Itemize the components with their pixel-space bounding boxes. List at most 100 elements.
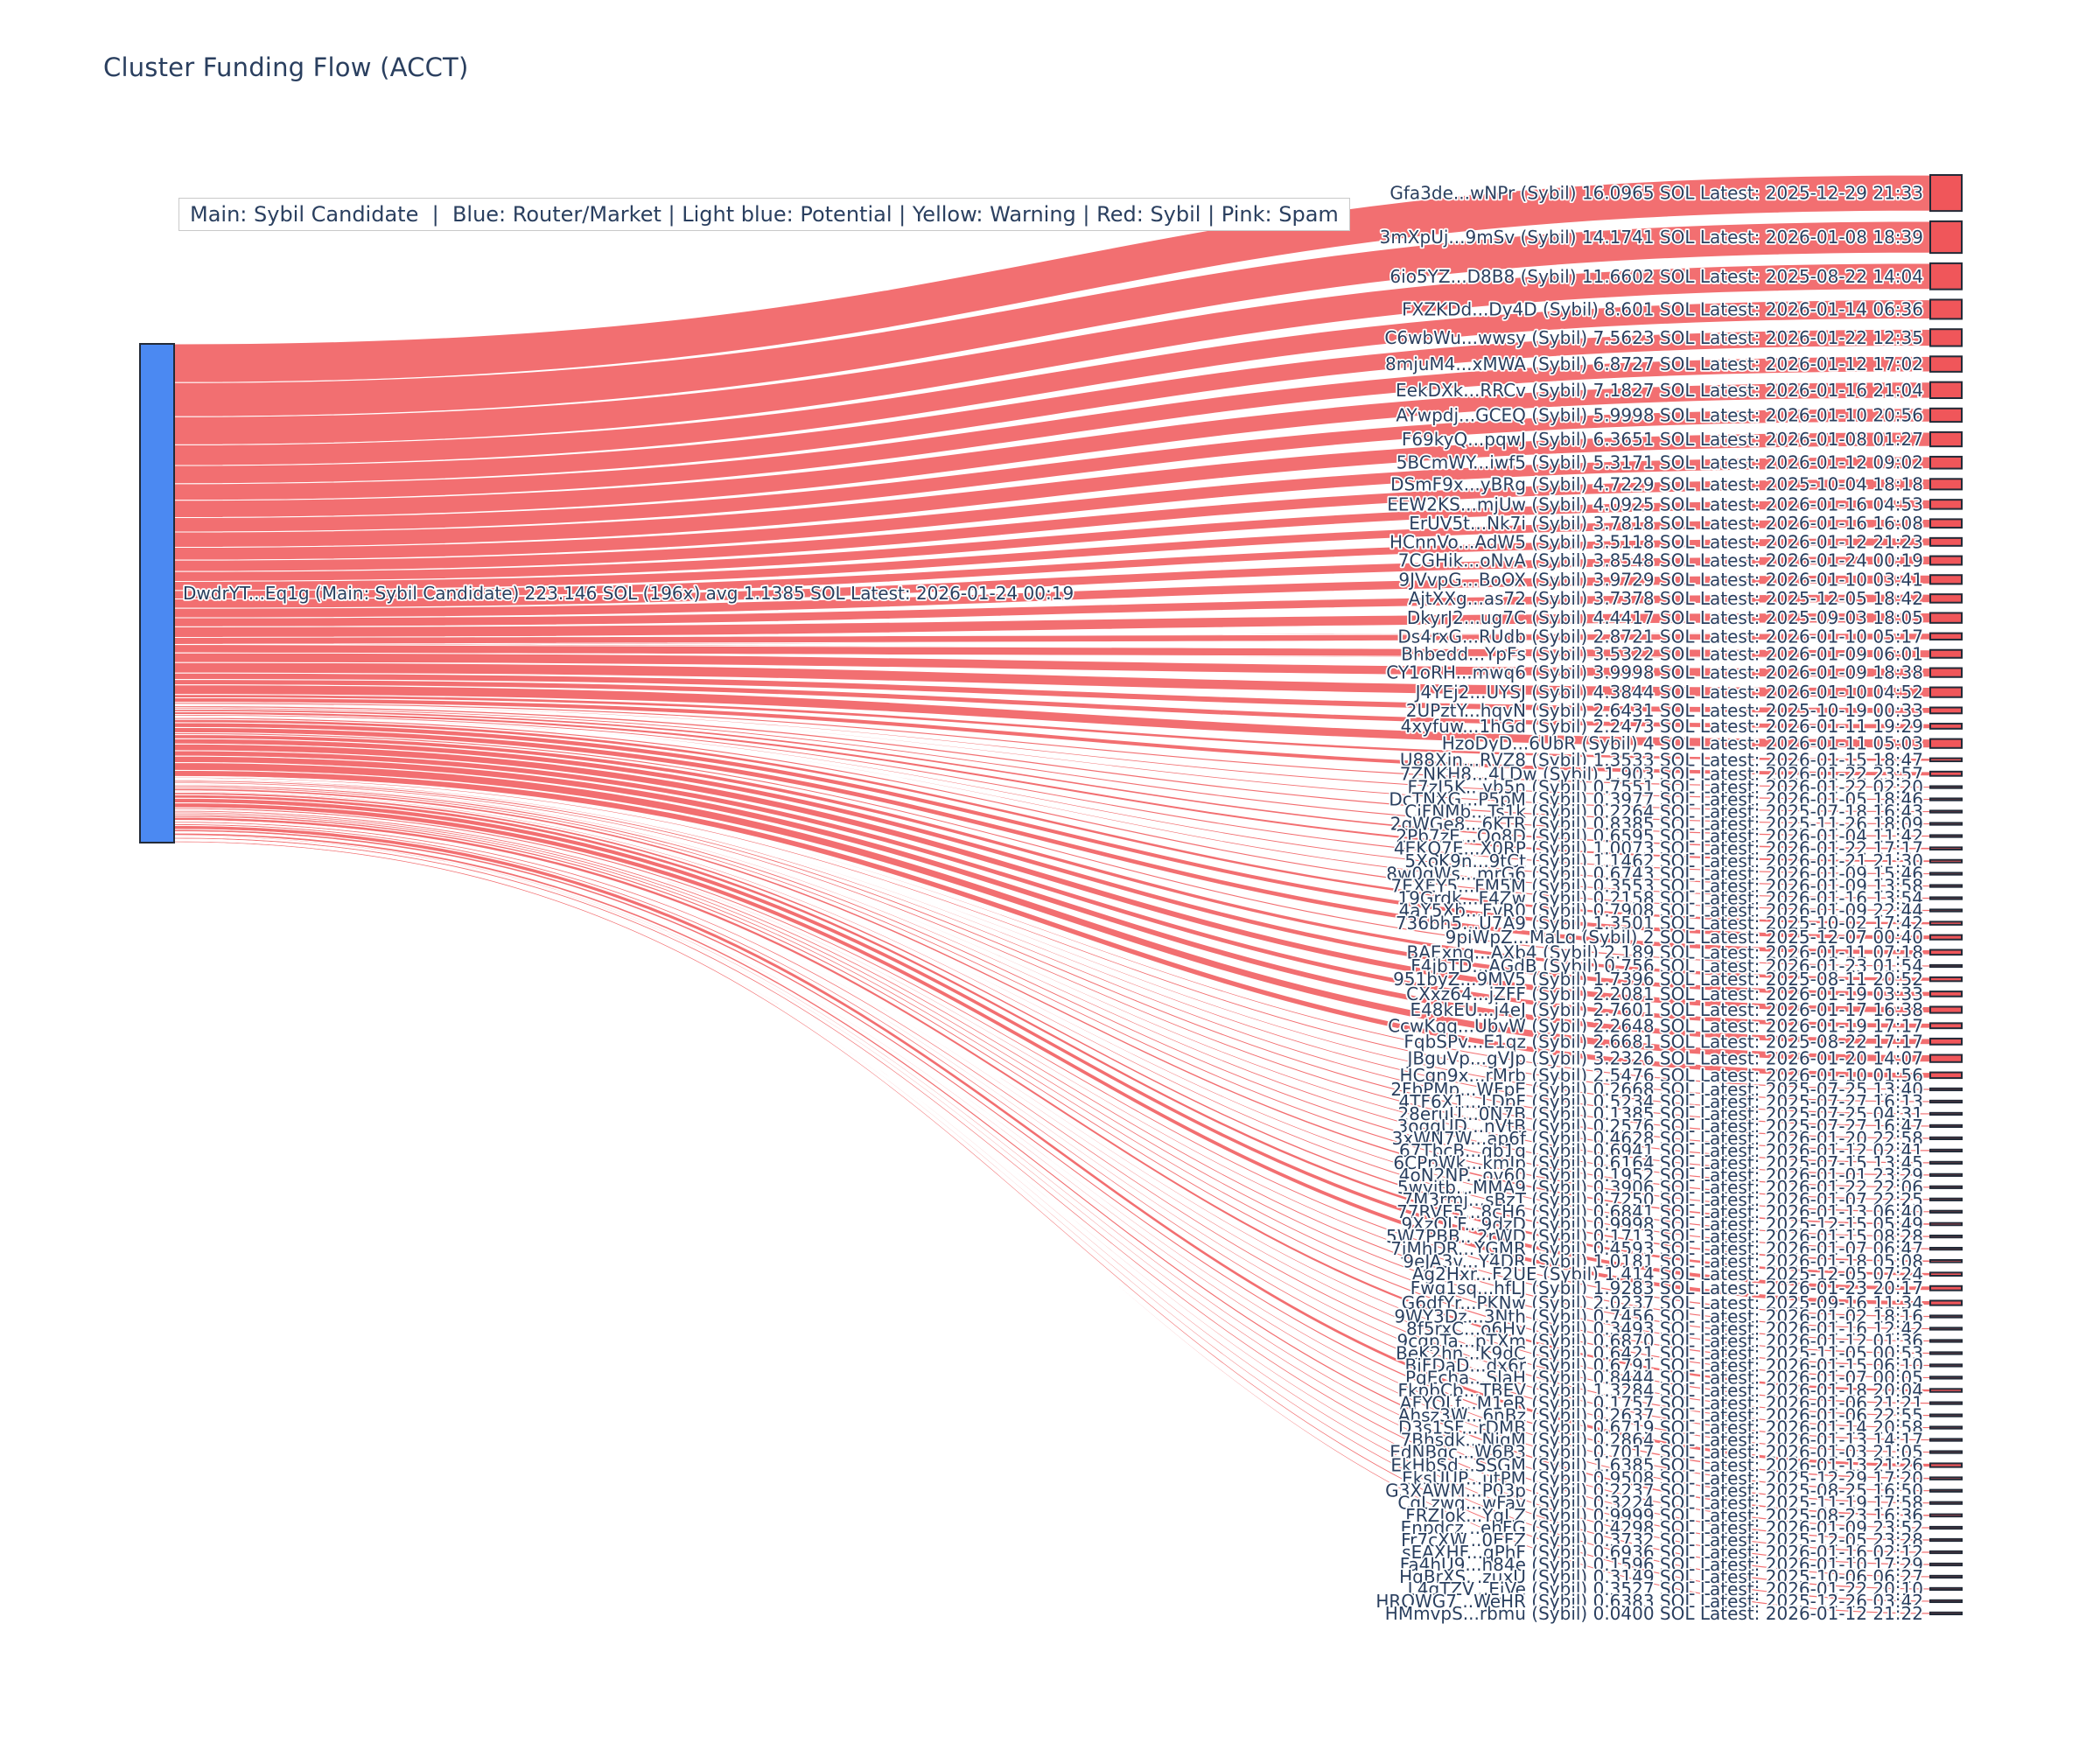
sankey-target-node[interactable] xyxy=(1929,1401,1963,1405)
sankey-target-node[interactable] xyxy=(1929,1271,1963,1277)
sankey-target-node[interactable] xyxy=(1929,1258,1963,1264)
sankey-target-node[interactable] xyxy=(1929,1376,1963,1380)
sankey-target-node[interactable] xyxy=(1929,1476,1963,1480)
sankey-target-node[interactable] xyxy=(1929,1148,1963,1152)
sankey-target-node[interactable] xyxy=(1929,1209,1963,1214)
sankey-target-node[interactable] xyxy=(1929,757,1963,763)
sankey-target-node[interactable] xyxy=(1929,1363,1963,1368)
sankey-target-node[interactable] xyxy=(1929,1574,1963,1579)
sankey-target-node[interactable] xyxy=(1929,574,1963,585)
sankey-target-node[interactable] xyxy=(1929,1550,1963,1555)
sankey-target-node[interactable] xyxy=(1929,1326,1963,1331)
target-label: HCgn9x...rMrb (Sybil) 2.5476 SOL Latest:… xyxy=(1400,1065,1923,1086)
sankey-target-node[interactable] xyxy=(1929,738,1963,749)
sankey-target-node[interactable] xyxy=(1929,770,1963,777)
sankey-target-node[interactable] xyxy=(1929,632,1963,640)
sankey-target-node[interactable] xyxy=(1929,1525,1963,1530)
sankey-target-node[interactable] xyxy=(1929,934,1963,941)
sankey-target-node[interactable] xyxy=(1929,593,1963,604)
sankey-target-node[interactable] xyxy=(1929,220,1963,255)
sankey-target-node[interactable] xyxy=(1929,686,1963,698)
sankey-target-node[interactable] xyxy=(1929,381,1963,400)
sankey-target-node[interactable] xyxy=(1929,478,1963,491)
sankey-target-node[interactable] xyxy=(1929,1501,1963,1505)
sankey-target-node[interactable] xyxy=(1929,976,1963,983)
sankey-target-node[interactable] xyxy=(1929,555,1963,566)
sankey-target-node[interactable] xyxy=(1929,1111,1963,1116)
sankey-target-node[interactable] xyxy=(1929,1235,1963,1239)
sankey-target-node[interactable] xyxy=(1929,1388,1963,1393)
sankey-target-node[interactable] xyxy=(1929,809,1963,814)
sankey-target-node[interactable] xyxy=(1929,785,1963,789)
sankey-target-node[interactable] xyxy=(1929,1339,1963,1343)
sankey-target-node[interactable] xyxy=(1929,1586,1963,1592)
sankey-target-node[interactable] xyxy=(1929,1054,1963,1063)
sankey-target-node[interactable] xyxy=(1929,1022,1963,1030)
sankey-target-node[interactable] xyxy=(1929,1413,1963,1418)
target-label: J4YEj2...UYSJ (Sybil) 4.3844 SOL Latest:… xyxy=(1414,682,1923,703)
sankey-target-node[interactable] xyxy=(1929,1160,1963,1165)
sankey-target-node[interactable] xyxy=(1929,1247,1963,1251)
target-label: F69kyQ...pqwJ (Sybil) 6.3651 SOL Latest:… xyxy=(1402,429,1923,450)
sankey-source-node[interactable] xyxy=(139,343,175,844)
sankey-target-node[interactable] xyxy=(1929,298,1963,320)
sankey-target-node[interactable] xyxy=(1929,1222,1963,1227)
sankey-target-node[interactable] xyxy=(1929,667,1963,678)
sankey-target-node[interactable] xyxy=(1929,990,1963,998)
sankey-target-node[interactable] xyxy=(1929,948,1963,956)
sankey-target-node[interactable] xyxy=(1929,1314,1963,1319)
sankey-target-node[interactable] xyxy=(1929,1172,1963,1177)
sankey-target-node[interactable] xyxy=(1929,518,1963,529)
sankey-target-node[interactable] xyxy=(1929,1136,1963,1141)
sankey-target-node[interactable] xyxy=(1929,920,1963,926)
sankey-target-node[interactable] xyxy=(1929,908,1963,913)
sankey-target-node[interactable] xyxy=(1929,328,1963,347)
sankey-target-node[interactable] xyxy=(1929,706,1963,715)
sankey-target-node[interactable] xyxy=(1929,455,1963,470)
sankey-target-node[interactable] xyxy=(1929,262,1963,290)
sankey-target-node[interactable] xyxy=(1929,1005,1963,1014)
sankey-target-node[interactable] xyxy=(1929,1185,1963,1189)
sankey-target-node[interactable] xyxy=(1929,1462,1963,1468)
sankey-target-node[interactable] xyxy=(1929,1087,1963,1092)
sankey-target-node[interactable] xyxy=(1929,1037,1963,1046)
sankey-target-node[interactable] xyxy=(1929,1488,1963,1493)
sankey-target-node[interactable] xyxy=(1929,174,1963,213)
target-label: FRZJok...YgLZ (Sybil) 0.9999 SOL Latest:… xyxy=(1405,1505,1923,1526)
sankey-target-node[interactable] xyxy=(1929,896,1963,900)
sankey-target-node[interactable] xyxy=(1929,1611,1963,1616)
sankey-target-node[interactable] xyxy=(1929,1099,1963,1104)
sankey-target-node[interactable] xyxy=(1929,1351,1963,1355)
sankey-target-node[interactable] xyxy=(1929,858,1963,864)
sankey-target-node[interactable] xyxy=(1929,963,1963,969)
target-label: PqEcha...SlaH (Sybil) 0.8444 SOL Latest:… xyxy=(1405,1367,1923,1388)
sankey-target-node[interactable] xyxy=(1929,1599,1963,1604)
sankey-target-node[interactable] xyxy=(1929,1513,1963,1518)
sankey-target-node[interactable] xyxy=(1929,355,1963,373)
target-label: AjtXXg...as72 (Sybil) 3.7378 SOL Latest:… xyxy=(1409,588,1923,609)
sankey-target-node[interactable] xyxy=(1929,1124,1963,1129)
sankey-target-node[interactable] xyxy=(1929,1450,1963,1454)
sankey-target-node[interactable] xyxy=(1929,1438,1963,1442)
target-label: 4aY5Xb...FvR0 (Sybil) 0.7908 SOL Latest:… xyxy=(1399,900,1923,921)
sankey-target-node[interactable] xyxy=(1929,723,1963,730)
sankey-target-node[interactable] xyxy=(1929,407,1963,424)
sankey-target-node[interactable] xyxy=(1929,1425,1963,1430)
sankey-target-node[interactable] xyxy=(1929,648,1963,659)
sankey-target-node[interactable] xyxy=(1929,430,1963,448)
sankey-target-node[interactable] xyxy=(1929,1537,1963,1543)
sankey-target-node[interactable] xyxy=(1929,1562,1963,1567)
sankey-target-node[interactable] xyxy=(1929,846,1963,850)
sankey-target-node[interactable] xyxy=(1929,884,1963,888)
sankey-target-node[interactable] xyxy=(1929,1284,1963,1292)
sankey-target-node[interactable] xyxy=(1929,536,1963,547)
sankey-target-node[interactable] xyxy=(1929,872,1963,876)
sankey-target-node[interactable] xyxy=(1929,822,1963,826)
sankey-target-node[interactable] xyxy=(1929,1197,1963,1201)
sankey-target-node[interactable] xyxy=(1929,612,1963,624)
sankey-target-node[interactable] xyxy=(1929,1071,1963,1080)
sankey-target-node[interactable] xyxy=(1929,1299,1963,1306)
sankey-target-node[interactable] xyxy=(1929,499,1963,510)
sankey-target-node[interactable] xyxy=(1929,797,1963,802)
sankey-target-node[interactable] xyxy=(1929,834,1963,838)
